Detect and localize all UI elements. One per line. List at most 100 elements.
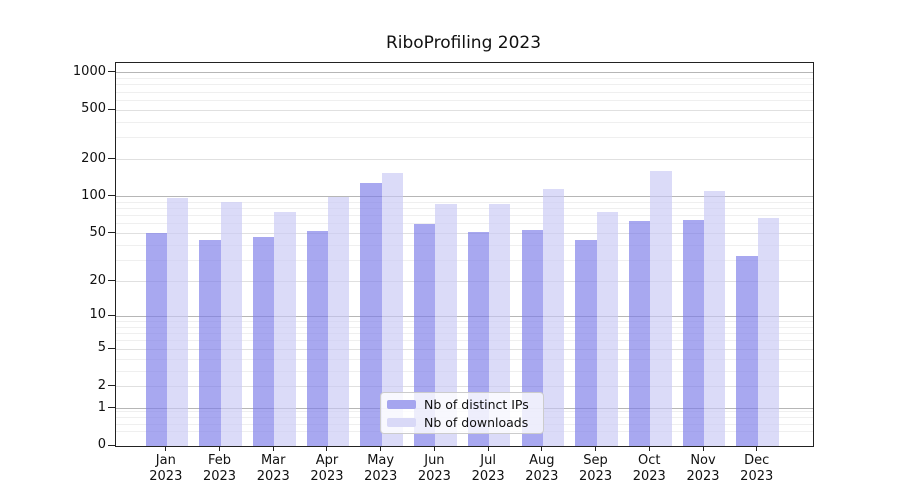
gridline-minor (116, 121, 813, 123)
gridline-decade (116, 72, 813, 74)
x-tick (219, 446, 221, 451)
x-tick (702, 446, 704, 451)
bar-downloads (435, 203, 457, 446)
bar-distinct-ips (736, 255, 758, 446)
y-tick-label: 50 (89, 224, 106, 240)
y-tick-label: 200 (81, 150, 106, 166)
gridline-major (116, 159, 813, 161)
x-tick-label: Jul 2023 (471, 453, 505, 484)
gridline-minor (116, 78, 813, 80)
x-tick-label: May 2023 (364, 453, 398, 484)
y-tick (108, 347, 115, 349)
gridline-minor (116, 260, 813, 262)
x-tick (648, 446, 650, 451)
legend-item-downloads: Nb of downloads (387, 415, 537, 430)
bar-distinct-ips (306, 230, 328, 446)
bar-downloads (650, 170, 672, 446)
x-tick-label: Jan 2023 (149, 453, 183, 484)
x-tick (272, 446, 274, 451)
bar-downloads (327, 197, 350, 446)
x-tick-label: Mar 2023 (256, 453, 290, 484)
gridline-minor (116, 91, 813, 93)
gridline-major (116, 281, 813, 283)
bar-distinct-ips (199, 240, 221, 446)
y-tick (108, 444, 115, 446)
x-tick-label: Dec 2023 (740, 453, 774, 484)
x-tick-label: Nov 2023 (686, 453, 720, 484)
gridline-minor (116, 340, 813, 342)
y-tick-label: 0 (97, 437, 106, 452)
gridline-minor (116, 333, 813, 335)
y-tick (108, 158, 115, 160)
x-tick-label: Feb 2023 (202, 453, 237, 484)
legend-item-distinct-ips: Nb of distinct IPs (387, 397, 537, 412)
bar-distinct-ips (145, 232, 167, 446)
gridline-minor (116, 84, 813, 86)
bar-distinct-ips (252, 236, 275, 446)
y-tick-label: 10 (89, 307, 106, 323)
gridline-minor (116, 99, 813, 101)
x-tick-label: Aug 2023 (525, 453, 559, 484)
gridline-minor (116, 201, 813, 203)
bar-distinct-ips (360, 182, 382, 446)
bar-downloads (596, 212, 618, 446)
gridline-minor (116, 370, 813, 372)
x-tick (595, 446, 597, 451)
x-tick-label: Oct 2023 (632, 453, 666, 484)
y-tick-label: 100 (81, 187, 106, 203)
bar-distinct-ips (414, 223, 436, 446)
bar-downloads (542, 188, 565, 446)
y-tick-label: 20 (89, 272, 106, 288)
y-tick (108, 195, 115, 197)
bar-downloads (274, 212, 296, 446)
y-tick-label: 2 (97, 377, 106, 393)
gridline-minor (116, 215, 813, 217)
gridline-minor (116, 208, 813, 210)
gridline-minor (116, 326, 813, 328)
y-tick (108, 71, 115, 73)
gridline-minor (116, 358, 813, 360)
gridline-major (116, 348, 813, 350)
y-tick (108, 385, 115, 387)
x-tick (326, 446, 328, 451)
gridline-major (116, 109, 813, 111)
bar-downloads (220, 202, 242, 446)
y-tick-label: 1 (97, 399, 106, 415)
x-tick (541, 446, 543, 451)
gridline-minor (116, 244, 813, 246)
bar-downloads (166, 197, 189, 446)
y-tick-label: 1000 (72, 63, 106, 79)
bar-distinct-ips (575, 240, 597, 446)
y-tick (108, 280, 115, 282)
legend-label-distinct-ips: Nb of distinct IPs (424, 396, 529, 412)
bar-distinct-ips (628, 220, 651, 446)
legend-swatch-distinct-ips-icon (387, 399, 416, 409)
gridline-decade (116, 196, 813, 198)
gridline-major (116, 233, 813, 235)
bar-downloads (757, 218, 780, 446)
gridline-minor (116, 321, 813, 323)
y-tick-label: 5 (97, 340, 106, 356)
y-tick (108, 232, 115, 234)
bar-distinct-ips (521, 229, 543, 446)
legend-swatch-downloads-icon (387, 417, 416, 427)
x-tick (165, 446, 167, 451)
y-tick (108, 314, 115, 316)
legend-label-downloads: Nb of downloads (424, 414, 529, 430)
legend: Nb of distinct IPs Nb of downloads (380, 392, 544, 434)
gridline-minor (116, 223, 813, 225)
x-tick-label: Jun 2023 (417, 453, 451, 484)
gridline-minor (116, 137, 813, 139)
y-tick (108, 407, 115, 409)
x-tick (433, 446, 435, 451)
y-tick-label: 500 (81, 101, 106, 117)
gridline-major (116, 386, 813, 388)
x-tick (487, 446, 489, 451)
bar-downloads (704, 190, 726, 446)
bar-downloads (381, 172, 403, 446)
gridline-decade (116, 315, 813, 317)
x-tick (380, 446, 382, 451)
y-tick (108, 108, 115, 110)
bar-downloads (489, 203, 511, 446)
